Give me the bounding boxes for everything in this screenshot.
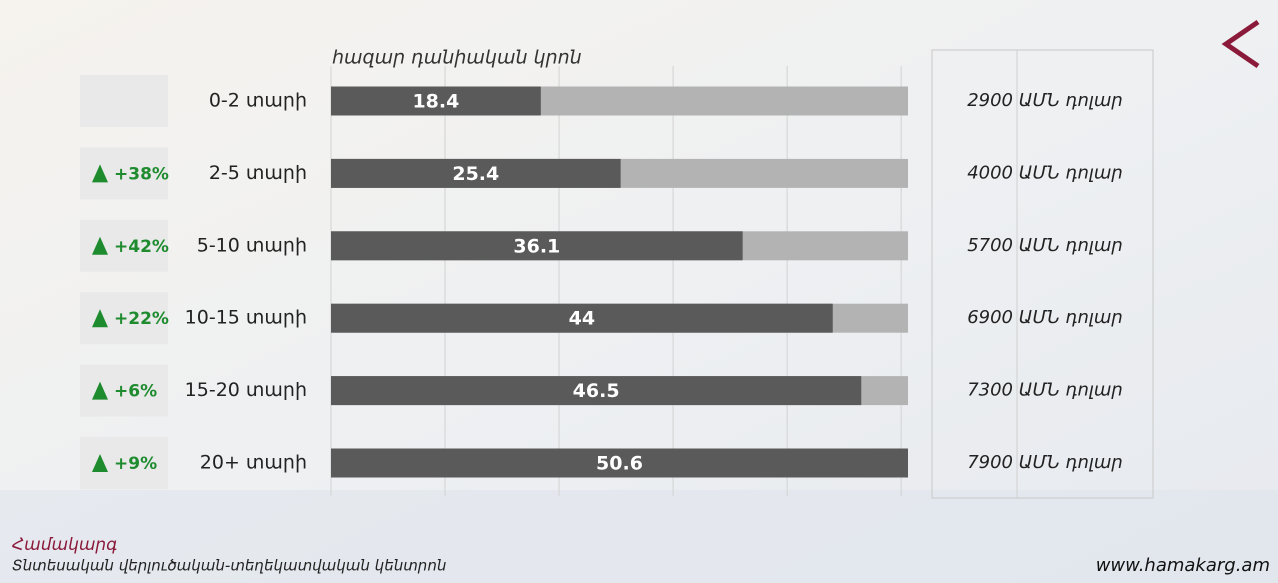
value-label: 46.5 bbox=[573, 380, 620, 402]
axis-label: հազար դանիական կրոն bbox=[332, 47, 582, 69]
change-label: +22% bbox=[114, 309, 169, 329]
change-box bbox=[80, 364, 168, 417]
dollar-label: 7300 ԱՄՆ դոլար bbox=[967, 380, 1123, 401]
change-label: +42% bbox=[114, 237, 169, 257]
background-band bbox=[0, 490, 1278, 583]
category-label: 15-20 տարի bbox=[185, 379, 307, 401]
value-label: 50.6 bbox=[596, 453, 643, 475]
change-label: +38% bbox=[114, 164, 169, 184]
value-label: 18.4 bbox=[412, 91, 459, 113]
bar bbox=[331, 303, 833, 333]
logo bbox=[1221, 19, 1260, 69]
bar bbox=[331, 448, 908, 478]
up-arrow bbox=[92, 309, 108, 328]
bar bbox=[331, 86, 541, 116]
up-arrow bbox=[92, 236, 108, 255]
bar bbox=[331, 158, 621, 188]
up-arrow bbox=[92, 454, 108, 472]
up-arrow bbox=[92, 164, 108, 183]
footer-subtitle: Տնտեսական վերլուծական-տեղեկատվական կենտր… bbox=[12, 557, 446, 575]
change-label: +9% bbox=[114, 454, 157, 474]
change-box bbox=[80, 437, 168, 489]
footer-brand: Համակարգ bbox=[12, 535, 117, 555]
dollar-label: 5700 ԱՄՆ դոլար bbox=[967, 235, 1123, 256]
bar bbox=[331, 231, 743, 261]
dollar-frame bbox=[931, 49, 1154, 499]
value-label: 25.4 bbox=[452, 163, 499, 185]
dollar-label: 7900 ԱՄՆ դոլար bbox=[967, 452, 1123, 473]
change-label: +6% bbox=[114, 382, 157, 402]
category-label: 0-2 տարի bbox=[209, 90, 307, 112]
up-arrow bbox=[92, 381, 108, 400]
category-label: 20+ տարի bbox=[200, 452, 307, 474]
category-label: 5-10 տարի bbox=[197, 234, 307, 256]
footer-url: www.hamakarg.am bbox=[1096, 555, 1270, 576]
category-label: 2-5 տարի bbox=[209, 162, 307, 184]
category-label: 10-15 տարի bbox=[185, 307, 307, 329]
change-box bbox=[80, 292, 168, 345]
dollar-label: 6900 ԱՄՆ դոլար bbox=[967, 307, 1123, 328]
change-box bbox=[80, 147, 168, 200]
change-box bbox=[80, 219, 168, 272]
value-label: 36.1 bbox=[513, 235, 560, 257]
dollar-label: 4000 ԱՄՆ դոլար bbox=[967, 162, 1123, 183]
dollar-label: 2900 ԱՄՆ դոլար bbox=[967, 90, 1123, 111]
bar bbox=[331, 376, 862, 406]
value-label: 44 bbox=[569, 308, 595, 330]
change-box bbox=[80, 75, 168, 127]
